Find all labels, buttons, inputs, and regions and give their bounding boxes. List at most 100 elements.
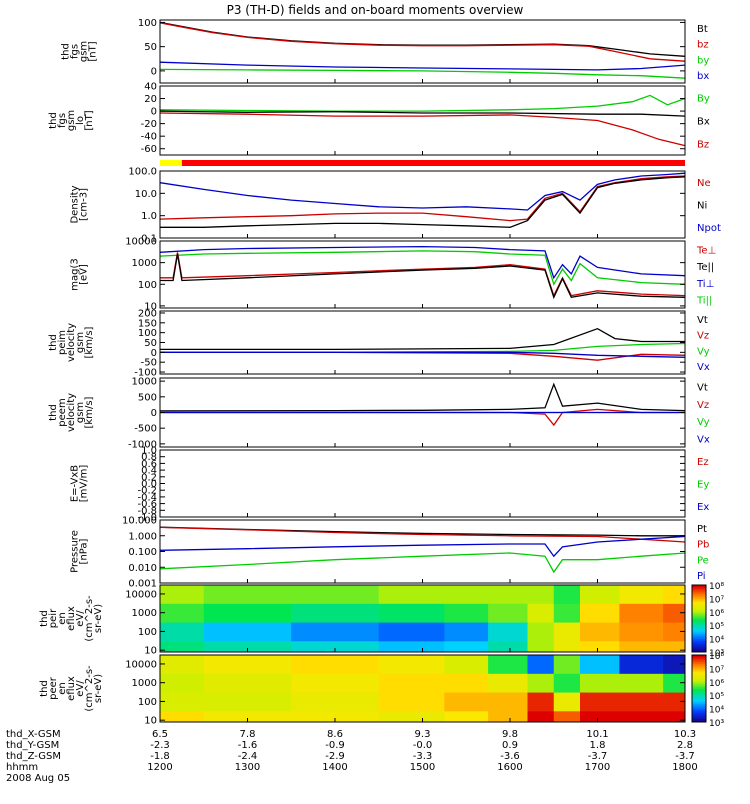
series-line-ni <box>160 176 686 228</box>
colorbar-band <box>692 645 706 648</box>
heatmap-cell <box>553 585 581 604</box>
series-line-npot <box>159 172 686 211</box>
series-line-vz <box>160 408 685 427</box>
y-tick-label: 10.0 <box>135 189 157 200</box>
x-tick-label: -1.8 <box>150 751 170 762</box>
x-tick-label: 0.9 <box>502 740 518 751</box>
x-tick-label: 6.5 <box>152 729 168 740</box>
y-tick-label: 1000 <box>132 377 157 388</box>
colorbar-band <box>692 673 706 676</box>
colorbar-band <box>692 591 706 594</box>
y-tick-label: 1.0 <box>141 446 157 457</box>
y-tick-label: -0.4 <box>137 492 157 503</box>
y-tick-label: 0.100 <box>128 547 157 558</box>
y-axis-label: [cm-3] <box>79 188 90 221</box>
x-tick-label: 10.3 <box>674 729 696 740</box>
heatmap-cell <box>160 673 205 693</box>
y-axis-label: sr-eV) <box>93 674 104 703</box>
y-tick-label: 0.1 <box>141 234 157 245</box>
y-tick-label: 1000 <box>132 258 157 269</box>
legend-entry: Ey <box>697 480 709 491</box>
heatmap-cell <box>553 603 581 623</box>
heatmap-cell <box>580 640 620 653</box>
y-tick-label: 10 <box>144 301 157 312</box>
heatmap-cell <box>580 655 620 674</box>
y-axis-label: sr-eV) <box>93 604 104 633</box>
y-tick-label: 10.000 <box>122 516 157 527</box>
y-tick-label: 10000 <box>125 589 157 600</box>
heatmap-cell <box>291 692 380 712</box>
colorbar-band <box>692 650 706 653</box>
colorbar-tick-label: 10⁶ <box>709 679 724 689</box>
colorbar-band <box>692 676 706 679</box>
colorbar-band <box>692 588 706 591</box>
x-tick-label: 1300 <box>235 762 260 773</box>
y-tick-label: 0.4 <box>141 466 157 477</box>
colorbar-tick-label: 10⁷ <box>709 665 724 675</box>
y-axis-label: Density <box>70 185 81 223</box>
x-tick-label: 1600 <box>497 762 522 773</box>
colorbar-tick-label: 10⁵ <box>709 622 724 632</box>
y-tick-label: 0 <box>151 348 157 359</box>
heatmap-cell <box>203 640 292 653</box>
colorbar-band <box>692 661 706 664</box>
heatmap-cell <box>378 640 445 653</box>
colorbar-band <box>692 701 706 705</box>
x-tick-label: -2.9 <box>325 751 345 762</box>
heatmap-cell <box>444 710 489 723</box>
colorbar-band <box>692 716 706 720</box>
heatmap-cell <box>580 673 620 693</box>
y-tick-label: 100 <box>138 697 157 708</box>
colorbar-band <box>692 646 706 650</box>
colorbar-band <box>692 665 706 668</box>
heatmap-cell <box>160 622 205 642</box>
heatmap-cell <box>663 622 686 642</box>
colorbar-band <box>692 610 706 613</box>
colorbar-band <box>692 626 706 630</box>
legend-entry: Vt <box>697 383 708 394</box>
y-tick-label: -60 <box>141 144 157 155</box>
colorbar-band <box>692 688 706 691</box>
series-line-vy <box>160 342 686 353</box>
heatmap-cell <box>580 710 620 723</box>
y-tick-label: 200 <box>138 308 157 319</box>
y-axis-label: en <box>57 682 68 695</box>
y-tick-label: 0 <box>151 66 157 77</box>
colorbar-band <box>692 670 706 673</box>
x-tick-label: 1400 <box>322 762 347 773</box>
legend-entry: Vy <box>697 417 710 428</box>
y-tick-label: 50 <box>144 42 157 53</box>
x-tick-label: 1200 <box>147 762 172 773</box>
y-tick-label: -0.2 <box>137 486 157 497</box>
heatmap-cell <box>488 692 528 712</box>
legend-entry: Vz <box>697 331 709 342</box>
colorbar-band <box>692 710 706 713</box>
heatmap-cell <box>444 622 489 642</box>
heatmap-cell <box>378 655 445 674</box>
y-tick-label: 100 <box>138 627 157 638</box>
y-axis-label: [eV] <box>79 264 90 285</box>
y-tick-label: -50 <box>141 358 157 369</box>
y-tick-label: -1.0 <box>137 513 157 524</box>
colorbar-tick-label: 10⁷ <box>709 595 724 605</box>
colorbar-band <box>692 686 706 689</box>
colorbar-frame <box>691 654 707 723</box>
heatmap-cell <box>488 655 528 674</box>
heatmap-cell <box>444 673 489 693</box>
colorbar-band <box>692 690 706 693</box>
heatmap-cell <box>619 673 664 693</box>
colorbar-band <box>692 693 706 696</box>
legend-entry: Vx <box>697 362 710 373</box>
heatmap-cell <box>291 710 380 723</box>
colorbar-band <box>692 698 706 701</box>
heatmap-cell <box>619 655 664 674</box>
x-axis-row-label: hhmm <box>6 762 38 773</box>
legend-entry: By <box>697 94 710 105</box>
heatmap-cell <box>160 585 205 604</box>
legend-entry: Pt <box>697 524 707 535</box>
colorbar-band <box>692 713 706 716</box>
date-label: 2008 Aug 05 <box>6 773 70 784</box>
heatmap-cell <box>378 673 445 693</box>
y-axis-label: fgs <box>70 44 81 59</box>
colorbar-band <box>692 685 706 688</box>
